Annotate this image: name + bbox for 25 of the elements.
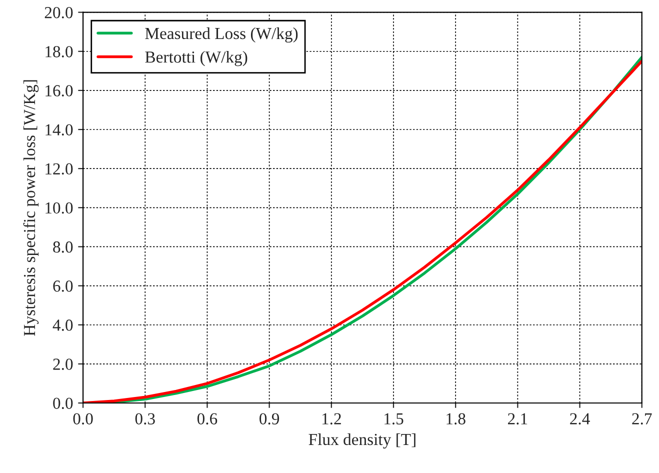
x-tick-label: 2.1 (508, 413, 528, 425)
x-tick-label: 2.4 (570, 413, 590, 425)
y-tick-label: 10.0 (46, 202, 73, 214)
y-tick-label: 8.0 (53, 241, 73, 253)
y-axis-title: Hysteresis specific power loss [W/Kg] (23, 80, 39, 336)
x-tick-label: 1.2 (322, 413, 341, 425)
y-tick-label: 2.0 (53, 358, 73, 370)
y-tick-label: 4.0 (52, 320, 73, 331)
x-tick-label: 0.9 (260, 413, 280, 425)
y-tick-label: 14.0 (46, 124, 73, 136)
legend-label: Bertotti (W/kg) (145, 50, 248, 66)
x-tick-label: 0.0 (73, 413, 93, 425)
y-tick-label: 16.0 (46, 85, 73, 96)
y-tick-label: 18.0 (46, 46, 73, 58)
x-tick-label: 2.7 (632, 413, 652, 425)
x-tick-label: 0.3 (135, 413, 155, 425)
x-axis-title: Flux density [T] (308, 433, 416, 449)
x-tick-label: 0.6 (197, 413, 218, 425)
y-tick-label: 6.0 (53, 280, 73, 292)
y-tick-label: 12.0 (46, 163, 73, 175)
x-tick-label: 1.5 (384, 413, 404, 425)
y-tick-label: 0.0 (53, 398, 73, 410)
y-tick-label: 20.0 (44, 6, 73, 18)
x-tick-label: 1.8 (446, 413, 466, 425)
legend-label: Measured Loss (W/kg) (145, 27, 298, 43)
